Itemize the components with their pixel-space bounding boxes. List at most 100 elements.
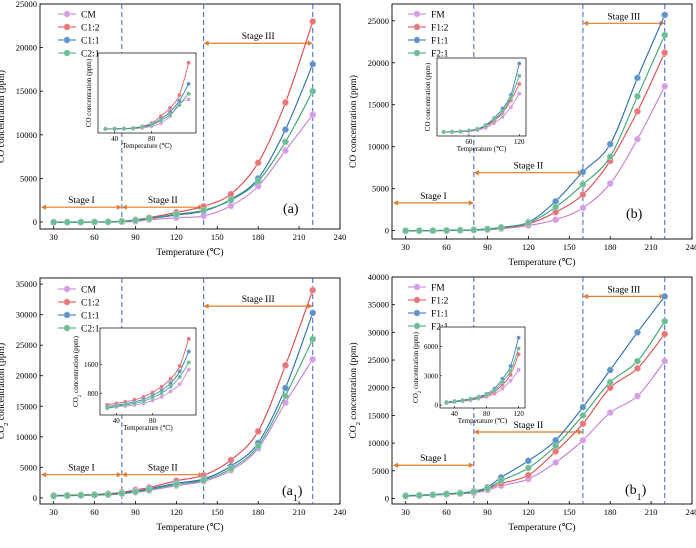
inset-data-point-FM xyxy=(500,386,505,391)
legend-entry: F1:1 xyxy=(431,309,449,319)
legend-marker xyxy=(63,311,71,319)
y-tick-label: 5000 xyxy=(20,173,37,183)
panel-label-main: (b) xyxy=(626,207,643,222)
x-tick-label: 150 xyxy=(211,507,224,517)
y-tick-label: 0 xyxy=(33,217,37,227)
y-tick-label: 30000 xyxy=(16,310,37,320)
legend-marker xyxy=(63,298,71,306)
inset-data-point-FM xyxy=(508,378,513,383)
legend-entry: CM xyxy=(81,10,96,20)
y-axis-label-sub: 2 xyxy=(3,423,10,426)
inset-series-line-C2:1 xyxy=(105,93,189,130)
plot-frame xyxy=(39,277,341,505)
legend-marker xyxy=(63,49,71,57)
panel-label-sub: 1 xyxy=(293,493,298,504)
legend-entry: F1:1 xyxy=(431,36,449,46)
data-point-F2:1 xyxy=(552,442,560,450)
stage-arrowhead-right xyxy=(307,40,313,46)
x-tick-label: 60 xyxy=(90,507,99,517)
x-axis-label: Temperature (℃) xyxy=(156,522,223,533)
stage-label: Stage III xyxy=(242,32,275,42)
data-point-F2:1 xyxy=(470,488,478,496)
legend-entry: F1:2 xyxy=(431,296,449,306)
data-point-FM xyxy=(661,357,669,365)
panel-label-close: ) xyxy=(642,483,647,498)
data-point-C2:1 xyxy=(118,217,126,225)
data-point-F2:1 xyxy=(443,227,450,234)
x-tick-label: 120 xyxy=(522,507,535,517)
inset-data-point-C2:1 xyxy=(112,126,117,131)
data-point-C2:1 xyxy=(309,335,317,343)
inset-data-point-C2:1 xyxy=(103,126,108,131)
data-point-C1:1 xyxy=(309,60,317,68)
data-point-C2:1 xyxy=(200,476,208,484)
inset-data-point-FM xyxy=(500,114,505,119)
x-tick-label: 210 xyxy=(645,507,658,517)
inset-x-tick-label: 120 xyxy=(513,410,524,418)
inset-data-point-F2:1 xyxy=(517,73,522,78)
inset-frame xyxy=(97,52,197,134)
data-point-C2:1 xyxy=(104,491,112,498)
y-tick-label: 25000 xyxy=(16,0,37,9)
x-tick-label: 30 xyxy=(49,232,58,242)
y-tick-label: 10000 xyxy=(16,130,37,140)
data-point-C1:1 xyxy=(282,384,289,392)
data-point-F1:2 xyxy=(634,364,641,372)
inset-series-line-FM xyxy=(446,369,519,404)
data-point-CM xyxy=(282,147,289,154)
x-tick-label: 30 xyxy=(49,507,58,517)
data-point-F1:1 xyxy=(661,11,669,19)
data-point-F1:1 xyxy=(579,168,587,176)
data-point-F2:1 xyxy=(429,491,437,499)
stage-arrowhead-right xyxy=(116,204,122,210)
data-point-F2:1 xyxy=(484,485,491,492)
inset-data-point-C1:1 xyxy=(177,98,182,103)
inset-series-line-F2:1 xyxy=(446,348,519,404)
data-point-C2:1 xyxy=(172,481,180,488)
y-tick-label: 10000 xyxy=(16,432,37,442)
data-point-C2:1 xyxy=(132,216,139,224)
y-tick-label: 30000 xyxy=(368,327,389,337)
x-tick-label: 240 xyxy=(686,507,696,517)
data-point-F1:1 xyxy=(661,292,669,300)
inset-data-point-CM xyxy=(159,394,164,399)
data-point-F2:1 xyxy=(497,477,505,485)
y-axis-label-rest: concentration (ppm) xyxy=(0,343,7,423)
legend-marker xyxy=(63,23,71,31)
data-point-C2:1 xyxy=(77,491,85,499)
data-point-C2:1 xyxy=(254,177,262,185)
inset-data-point-C1:2 xyxy=(159,384,164,389)
inset-data-point-C2:1 xyxy=(168,112,173,117)
y-axis-label-main: CO xyxy=(349,425,359,438)
inset-y-axis-label: CO concentration (ppm) xyxy=(424,62,432,131)
y-tick-label: 0 xyxy=(385,493,389,503)
data-point-C2:1 xyxy=(145,486,153,494)
data-point-F2:1 xyxy=(634,357,641,365)
inset-data-point-F1:1 xyxy=(517,61,522,66)
x-tick-label: 120 xyxy=(170,232,183,242)
data-point-F1:2 xyxy=(524,471,532,479)
inset-series-line-C1:1 xyxy=(107,351,190,408)
y-tick-label: 15000 xyxy=(368,100,389,110)
inset-data-point-C2:1 xyxy=(158,118,163,123)
data-point-CM xyxy=(227,202,235,210)
inset-x-tick-label: 80 xyxy=(148,135,156,143)
stage-arrowhead-left xyxy=(582,293,588,299)
inset-y-tick-label: 1600 xyxy=(84,361,99,369)
inset-data-point-F2:1 xyxy=(500,109,505,114)
data-point-FM xyxy=(606,409,614,417)
inset-data-point-F2:1 xyxy=(516,346,521,351)
stage-arrowhead-right xyxy=(116,472,122,478)
inset-x-axis-label: Temperature (℃) xyxy=(122,142,172,150)
x-axis-label: Temperature (℃) xyxy=(508,522,575,533)
y-axis-label: CO2 concentration (ppm) xyxy=(0,343,10,439)
panel-label: (a) xyxy=(283,202,299,217)
y-tick-label: 10000 xyxy=(368,438,389,448)
stage-arrowhead-left xyxy=(473,429,479,435)
x-tick-label: 180 xyxy=(604,242,617,252)
stage-arrowhead-left xyxy=(121,204,127,210)
data-point-F2:1 xyxy=(606,378,614,386)
data-point-C2:1 xyxy=(145,214,153,222)
inset-y-tick-label: 3000 xyxy=(424,372,439,380)
inset-data-point-C2:1 xyxy=(140,125,145,130)
